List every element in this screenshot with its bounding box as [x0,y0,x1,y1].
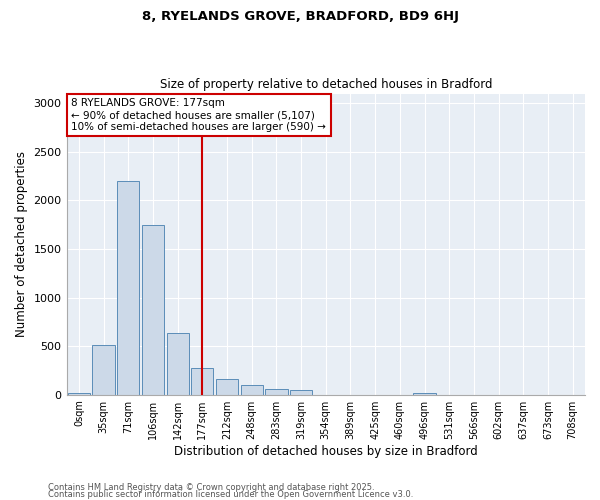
Bar [68,393,90,394]
Text: 8, RYELANDS GROVE, BRADFORD, BD9 6HJ: 8, RYELANDS GROVE, BRADFORD, BD9 6HJ [142,10,458,23]
Text: Contains public sector information licensed under the Open Government Licence v3: Contains public sector information licen… [48,490,413,499]
Bar [142,224,164,394]
Bar [241,385,263,394]
X-axis label: Distribution of detached houses by size in Bradford: Distribution of detached houses by size … [174,444,478,458]
Bar [413,393,436,394]
Text: 8 RYELANDS GROVE: 177sqm
← 90% of detached houses are smaller (5,107)
10% of sem: 8 RYELANDS GROVE: 177sqm ← 90% of detach… [71,98,326,132]
Bar [167,332,189,394]
Y-axis label: Number of detached properties: Number of detached properties [15,151,28,337]
Bar [191,368,214,394]
Bar [265,389,287,394]
Bar [216,379,238,394]
Text: Contains HM Land Registry data © Crown copyright and database right 2025.: Contains HM Land Registry data © Crown c… [48,484,374,492]
Bar [92,345,115,395]
Bar [117,181,139,394]
Title: Size of property relative to detached houses in Bradford: Size of property relative to detached ho… [160,78,492,91]
Bar [290,390,312,394]
